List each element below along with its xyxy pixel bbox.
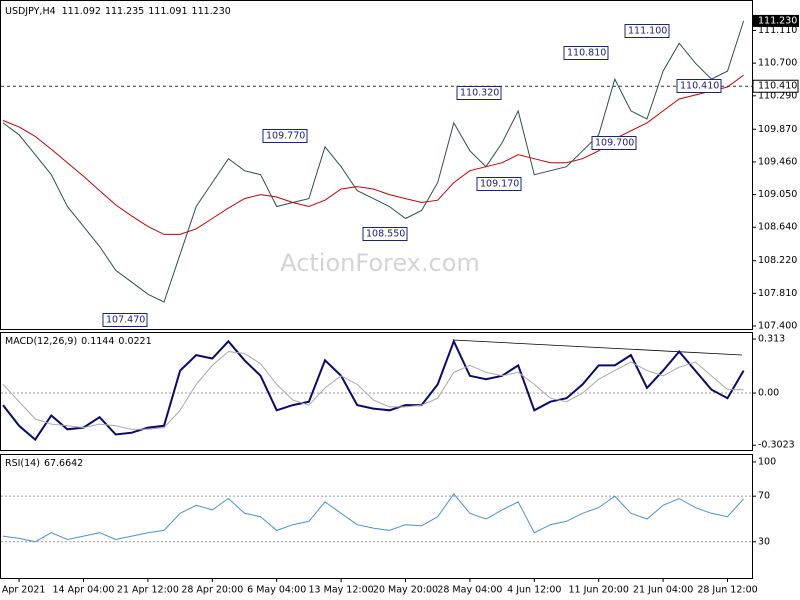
y-tick-label: 107.810	[758, 288, 797, 299]
x-tick-label: 21 Apr 12:00	[117, 585, 179, 596]
y-tick-label: 108.220	[758, 255, 797, 266]
current-price-box	[753, 14, 799, 27]
annotation-box	[591, 136, 637, 150]
annotation-label: 108.550	[366, 229, 405, 240]
annotation-label: 109.170	[480, 179, 519, 190]
signal-readout: 0.0221	[118, 336, 151, 347]
macd-trendline	[452, 339, 743, 356]
y-tick-label: 109.050	[758, 189, 797, 200]
x-tick-label: 4 Jun 12:00	[507, 585, 561, 596]
series-line	[2, 493, 744, 543]
annotation-label: 110.320	[460, 88, 499, 99]
annotation-box	[262, 129, 308, 143]
series-line	[2, 20, 745, 303]
annotation-label: 110.810	[567, 48, 606, 59]
annotation-box	[456, 86, 502, 100]
annotation-box	[676, 79, 722, 93]
rsi-header: RSI(14) 67.6642	[5, 458, 83, 469]
macd-panel	[0, 332, 753, 451]
header-high: 111.235	[105, 6, 144, 17]
annotation-box	[476, 177, 522, 191]
x-tick-label: 11 Jun 20:00	[569, 585, 629, 596]
x-tick-label: 21 Jun 04:00	[633, 585, 693, 596]
annotation-box	[624, 24, 670, 38]
y-tick-label: 109.460	[758, 156, 797, 167]
x-tick-label: 14 Apr 04:00	[53, 585, 115, 596]
rsi-title: RSI(14)	[5, 458, 40, 469]
header-open: 111.092	[62, 6, 101, 17]
header-symbol: USDJPY,H4	[5, 6, 56, 17]
header-low: 111.091	[148, 6, 187, 17]
y-tick-label: 100	[758, 456, 776, 467]
annotation-label: 111.100	[628, 26, 667, 37]
y-tick-label: 30	[758, 536, 770, 547]
price-panel	[0, 0, 753, 330]
macd-header: MACD(12,26,9) 0.1144 0.0221	[5, 336, 152, 347]
y-tick-label: 108.640	[758, 222, 797, 233]
annotation-label: 109.770	[266, 131, 305, 142]
series-line	[2, 338, 745, 442]
x-tick-label: 6 Apr 2021	[0, 585, 45, 596]
y-tick-label: 0.313	[758, 334, 785, 345]
h-line-label: 110.410	[758, 81, 797, 92]
y-tick-label: -0.3023	[758, 440, 795, 451]
annotation-label: 109.700	[595, 138, 634, 149]
x-tick-label: 28 Apr 20:00	[181, 585, 243, 596]
annotation-label: 107.470	[106, 315, 145, 326]
annotation-label: 110.410	[680, 81, 719, 92]
y-tick-label: 0.00	[758, 388, 779, 399]
y-tick-label: 110.700	[758, 58, 797, 69]
current-price-label: 111.230	[758, 15, 797, 26]
y-tick-label: 109.870	[758, 124, 797, 135]
macd-readout: 0.1144	[81, 336, 114, 347]
x-tick-label: 28 May 04:00	[437, 585, 502, 596]
x-tick-label: 28 Jun 12:00	[697, 585, 757, 596]
y-tick-label: 111.110	[758, 25, 797, 36]
y-tick-label: 107.400	[758, 321, 797, 332]
x-tick-label: 13 May 12:00	[309, 585, 374, 596]
macd-title: MACD(12,26,9)	[5, 336, 77, 347]
price-header: USDJPY,H4 111.092 111.235 111.091 111.230	[5, 6, 231, 17]
y-tick-label: 70	[758, 491, 770, 502]
h-line-label-box	[752, 79, 799, 93]
header-close: 111.230	[192, 6, 231, 17]
x-tick-label: 6 May 04:00	[247, 585, 306, 596]
annotation-box	[563, 46, 609, 60]
rsi-panel	[0, 454, 753, 579]
watermark: ActionForex.com	[280, 249, 480, 277]
annotation-box	[102, 313, 148, 327]
annotation-box	[362, 227, 408, 241]
series-line	[2, 351, 744, 430]
x-tick-label: 20 May 20:00	[373, 585, 438, 596]
y-tick-label: 110.290	[758, 90, 797, 101]
rsi-readout: 67.6642	[44, 458, 83, 469]
